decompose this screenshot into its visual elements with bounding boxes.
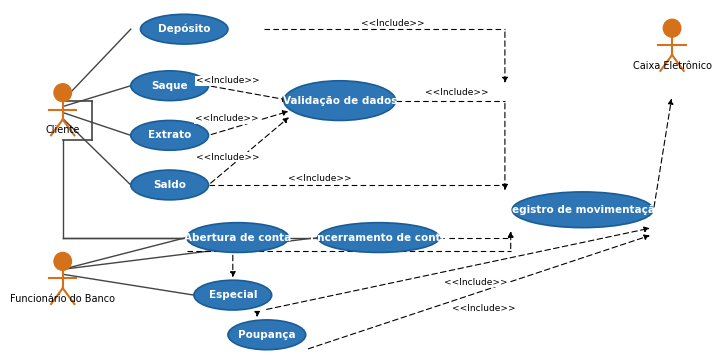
Text: Cliente: Cliente xyxy=(46,125,80,135)
Circle shape xyxy=(54,84,72,102)
Ellipse shape xyxy=(131,121,208,150)
Text: Encerramento de conta: Encerramento de conta xyxy=(309,233,448,243)
Ellipse shape xyxy=(228,320,306,350)
Ellipse shape xyxy=(512,192,653,228)
Circle shape xyxy=(663,19,681,37)
Text: <<Include>>: <<Include>> xyxy=(362,19,425,28)
Text: Caixa Eletrônico: Caixa Eletrônico xyxy=(633,61,711,71)
Text: <<Include>>: <<Include>> xyxy=(452,305,515,314)
Text: <<Include>>: <<Include>> xyxy=(444,278,508,287)
Ellipse shape xyxy=(131,170,208,200)
Ellipse shape xyxy=(284,81,395,121)
Ellipse shape xyxy=(131,71,208,100)
Text: Especial: Especial xyxy=(208,290,257,300)
Text: <<Include>>: <<Include>> xyxy=(196,153,260,162)
Ellipse shape xyxy=(187,223,288,252)
Text: <<Include>>: <<Include>> xyxy=(195,114,259,123)
Text: Depósito: Depósito xyxy=(158,24,210,35)
Text: <<Include>>: <<Include>> xyxy=(288,174,352,183)
Text: Saldo: Saldo xyxy=(153,180,186,190)
Text: Registro de movimentação: Registro de movimentação xyxy=(503,205,662,215)
Circle shape xyxy=(54,252,72,270)
Text: Funcionário do Banco: Funcionário do Banco xyxy=(10,294,115,304)
Text: <<Include>>: <<Include>> xyxy=(424,88,488,97)
Text: <<Include>>: <<Include>> xyxy=(196,76,260,85)
Text: Abertura de conta: Abertura de conta xyxy=(184,233,291,243)
Text: Extrato: Extrato xyxy=(148,130,192,140)
Text: Validação de dados: Validação de dados xyxy=(283,96,397,105)
Text: Poupança: Poupança xyxy=(238,330,296,340)
Ellipse shape xyxy=(194,280,272,310)
Ellipse shape xyxy=(140,14,228,44)
Ellipse shape xyxy=(318,223,440,252)
Text: Saque: Saque xyxy=(151,81,188,91)
